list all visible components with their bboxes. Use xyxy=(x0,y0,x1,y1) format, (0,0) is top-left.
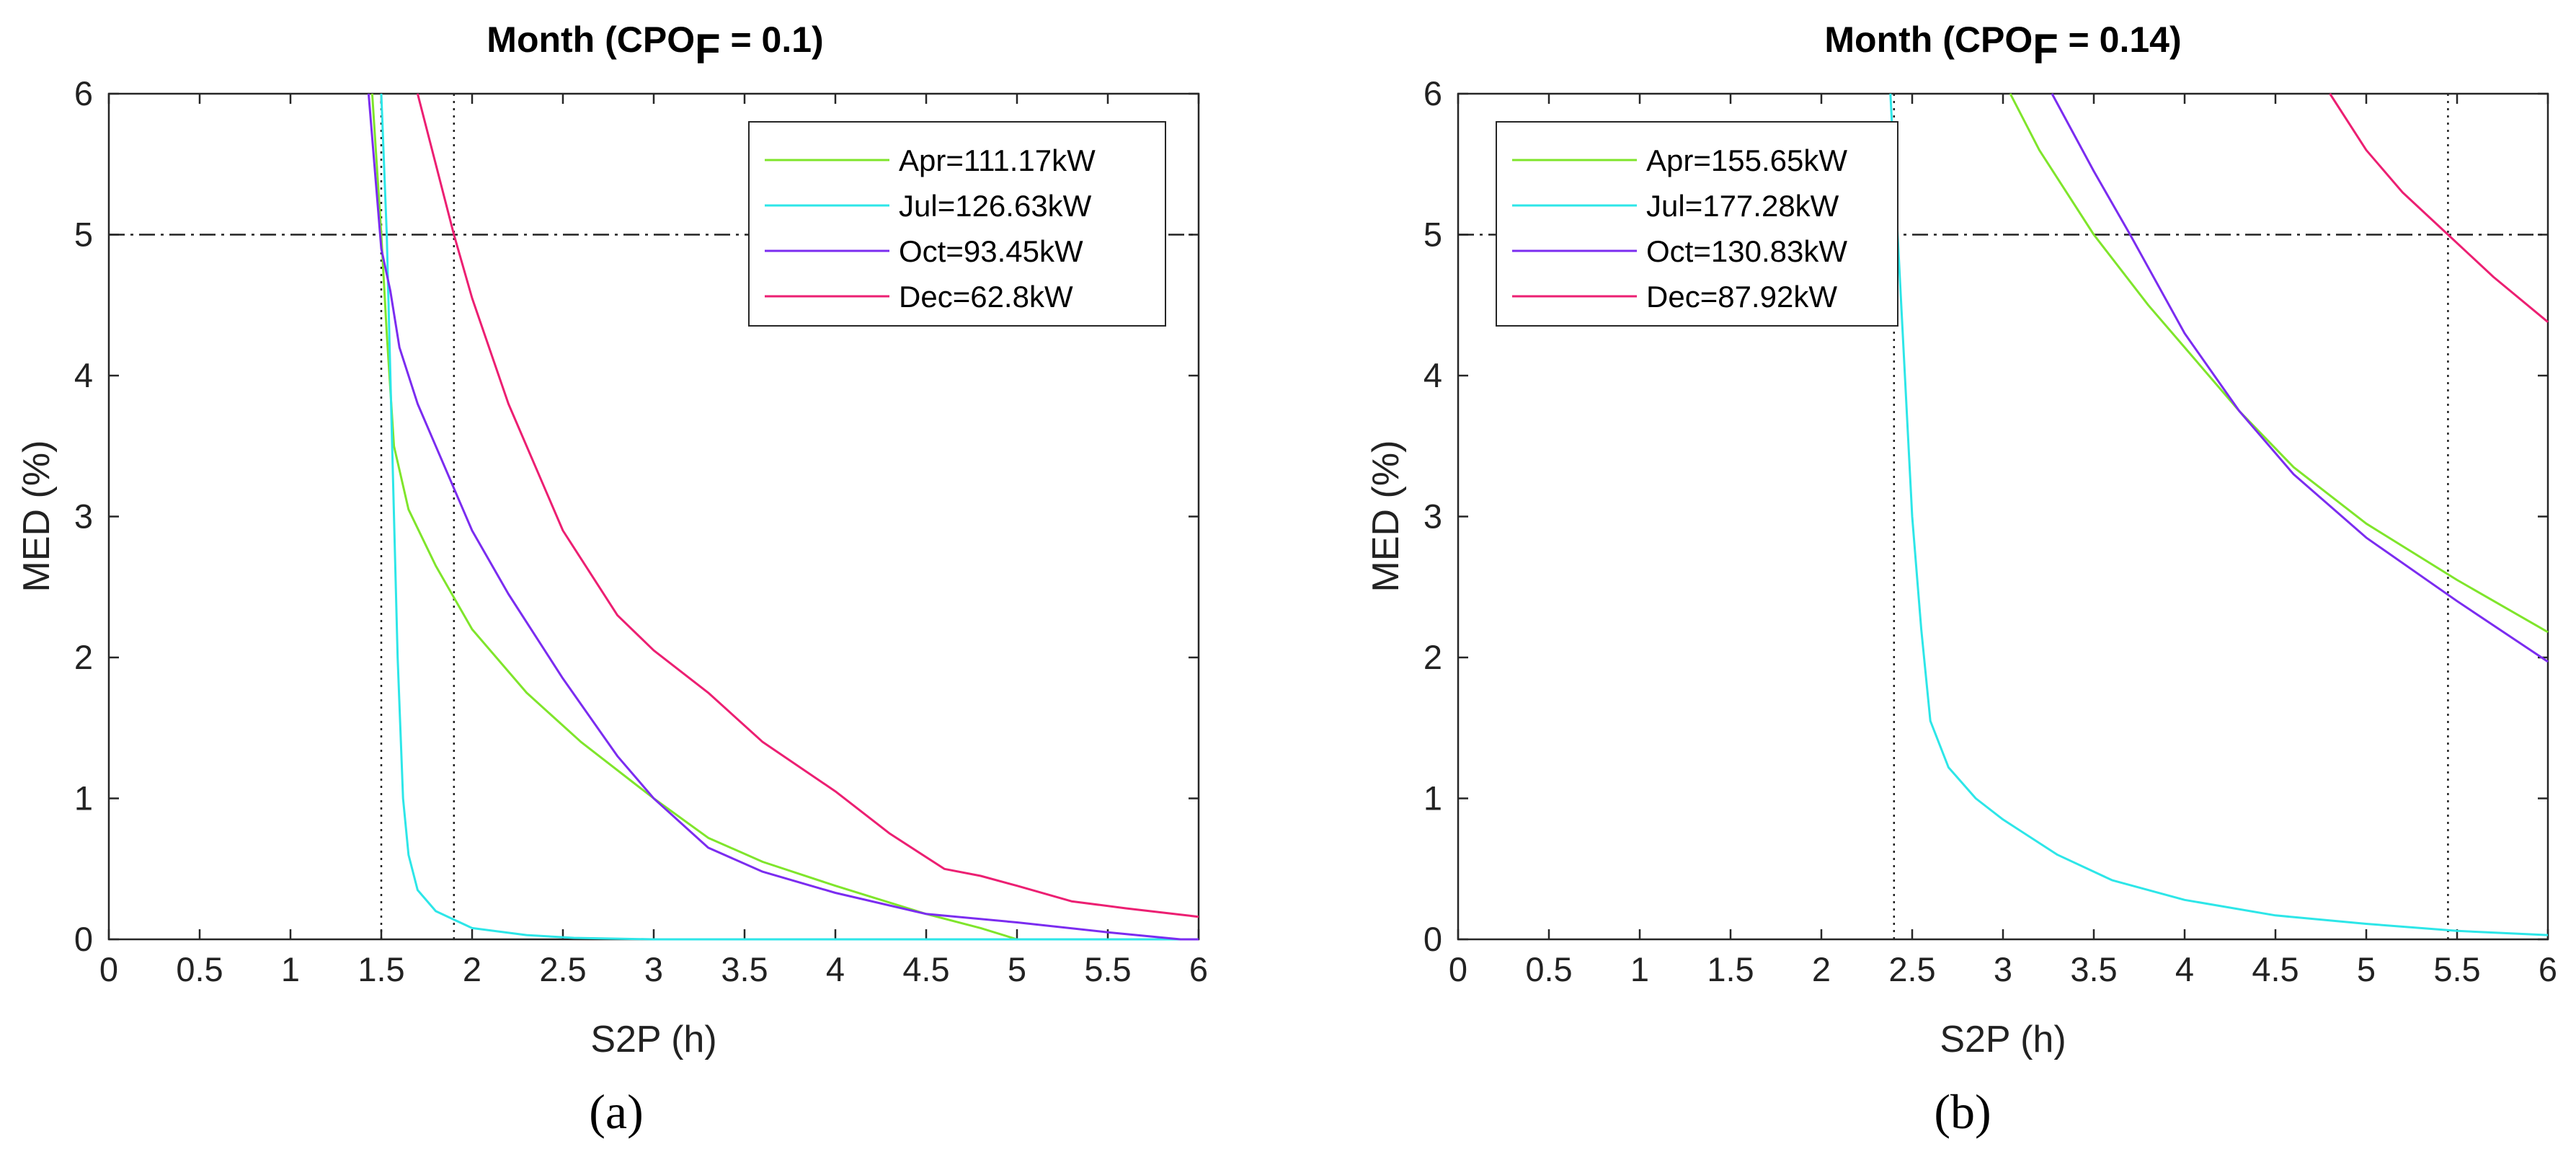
x-tick-label: 2.5 xyxy=(539,950,586,988)
y-tick-label: 0 xyxy=(74,920,93,958)
legend-label: Oct=93.45kW xyxy=(899,234,1083,268)
panel-b-caption: (b) xyxy=(1934,1084,1991,1139)
x-tick-label: 4 xyxy=(2175,950,2194,988)
y-tick-label: 2 xyxy=(1424,638,1442,676)
y-tick-label: 1 xyxy=(74,779,93,818)
x-tick-label: 2 xyxy=(1812,950,1831,988)
x-tick-label: 4.5 xyxy=(2252,950,2299,988)
x-tick-label: 0 xyxy=(99,950,118,988)
y-tick-label: 3 xyxy=(74,497,93,536)
x-tick-label: 0 xyxy=(1449,950,1467,988)
series-line-dec xyxy=(2329,93,2549,323)
panel-a-x-axis-label: S2P (h) xyxy=(590,1019,716,1060)
x-tick-label: 1.5 xyxy=(357,950,404,988)
x-tick-label: 1 xyxy=(281,950,300,988)
panel-b-tick-marks xyxy=(1457,92,2549,941)
legend-label: Dec=87.92kW xyxy=(1646,280,1837,314)
y-tick-label: 2 xyxy=(74,638,93,676)
x-tick-label: 3.5 xyxy=(721,950,768,988)
series-line-oct xyxy=(2051,93,2549,663)
y-tick-label: 6 xyxy=(74,74,93,112)
panel-b-series-group xyxy=(1889,93,2549,936)
x-tick-label: 2.5 xyxy=(1888,950,1935,988)
series-line-apr xyxy=(2009,93,2549,634)
series-line-jul xyxy=(380,93,1199,941)
panel-a: Month (CPOF = 0.1) 0 0.5 1 1.5 2 2.5 3 3.5 4 4.5 5… xyxy=(16,19,1208,1139)
panel-a-caption: (a) xyxy=(589,1084,643,1139)
panel-a-y-tick-labels: 0 1 2 3 4 5 6 xyxy=(74,74,93,958)
y-tick-label: 5 xyxy=(1424,216,1442,254)
legend-label: Oct=130.83kW xyxy=(1646,234,1847,268)
y-tick-label: 6 xyxy=(1424,74,1442,112)
panel-a-legend-box xyxy=(748,121,1166,327)
series-line-oct xyxy=(367,93,1199,941)
legend-label: Dec=62.8kW xyxy=(899,280,1073,314)
panel-a-legend: Apr=111.17kW Jul=126.63kW Oct=93.45kW Dec=6… xyxy=(748,121,1166,327)
series-line-jul xyxy=(1889,93,2549,936)
x-tick-label: 3 xyxy=(1994,950,2012,988)
x-tick-label: 6 xyxy=(2539,950,2557,988)
panel-b: Month (CPOF = 0.14) 0 0.5 1 1.5 2 2.5 3 3.5 4 4.5… xyxy=(1365,19,2557,1139)
panel-a-title-main: Month (CPO xyxy=(487,19,695,60)
x-tick-label: 0.5 xyxy=(176,950,223,988)
x-tick-label: 4.5 xyxy=(902,950,949,988)
panel-a-x-tick-labels: 0 0.5 1 1.5 2 2.5 3 3.5 4 4.5 5 5.5 6 xyxy=(99,950,1208,988)
panel-b-y-axis-label: MED (%) xyxy=(1365,440,1407,593)
panel-b-x-axis-label: S2P (h) xyxy=(1940,1019,2066,1060)
panel-b-title-main: Month (CPO xyxy=(1824,19,2033,60)
panel-b-legend: Apr=155.65kW Jul=177.28kW Oct=130.83kW Dec=… xyxy=(1496,121,1898,327)
panel-a-title: Month (CPOF = 0.1) xyxy=(487,19,823,73)
x-tick-label: 2 xyxy=(463,950,481,988)
y-tick-label: 4 xyxy=(1424,356,1442,394)
x-tick-label: 5.5 xyxy=(2433,950,2480,988)
panel-b-x-tick-labels: 0 0.5 1 1.5 2 2.5 3 3.5 4 4.5 5 5.5 6 xyxy=(1449,950,2557,988)
x-tick-label: 1.5 xyxy=(1707,950,1754,988)
panel-b-legend-box xyxy=(1496,121,1898,327)
y-tick-label: 0 xyxy=(1424,920,1442,958)
panel-b-title-subscript: F xyxy=(2033,26,2058,73)
panel-b-y-tick-labels: 0 1 2 3 4 5 6 xyxy=(1424,74,1442,958)
x-tick-label: 6 xyxy=(1189,950,1208,988)
x-tick-label: 0.5 xyxy=(1525,950,1572,988)
x-tick-label: 4 xyxy=(826,950,845,988)
series-line-dec xyxy=(416,93,1199,918)
panel-a-y-axis-label: MED (%) xyxy=(16,440,58,593)
x-tick-label: 5 xyxy=(1008,950,1026,988)
panel-a-title-subscript: F xyxy=(695,26,720,73)
x-tick-label: 3.5 xyxy=(2070,950,2117,988)
legend-label: Apr=111.17kW xyxy=(899,143,1096,177)
x-tick-label: 5 xyxy=(2357,950,2376,988)
x-tick-label: 1 xyxy=(1630,950,1649,988)
x-tick-label: 3 xyxy=(644,950,663,988)
legend-label: Jul=126.63kW xyxy=(899,189,1092,223)
legend-label: Jul=177.28kW xyxy=(1646,189,1839,223)
x-tick-label: 5.5 xyxy=(1084,950,1131,988)
y-tick-label: 4 xyxy=(74,356,93,394)
y-tick-label: 5 xyxy=(74,216,93,254)
panel-b-title-tail: = 0.14) xyxy=(2058,19,2182,60)
panel-a-series-group xyxy=(367,93,1199,941)
y-tick-label: 1 xyxy=(1424,779,1442,818)
legend-label: Apr=155.65kW xyxy=(1646,143,1847,177)
panel-b-title: Month (CPOF = 0.14) xyxy=(1824,19,2181,73)
panel-a-title-tail: = 0.1) xyxy=(721,19,824,60)
y-tick-label: 3 xyxy=(1424,497,1442,536)
